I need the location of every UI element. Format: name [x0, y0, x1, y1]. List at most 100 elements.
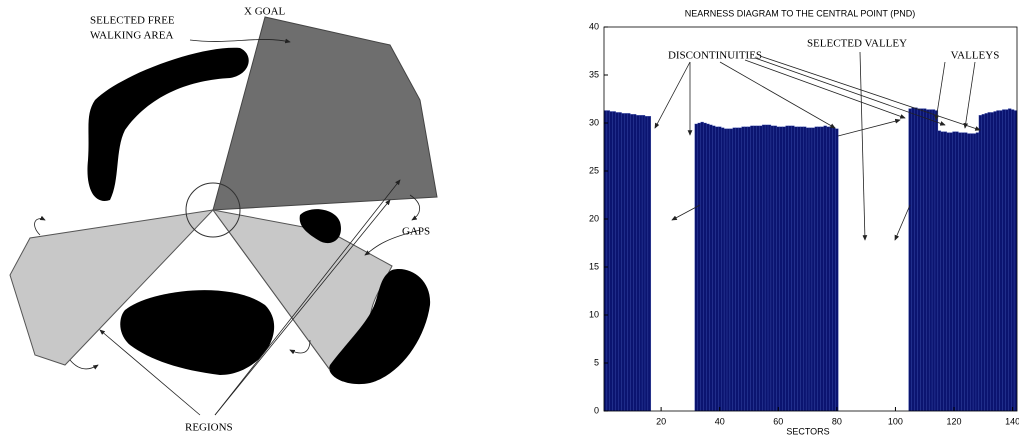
arrow — [759, 55, 981, 131]
x-tick-label: 20 — [656, 416, 666, 426]
bar — [747, 126, 751, 412]
bar — [776, 126, 780, 412]
arrow — [364, 229, 421, 256]
bar — [926, 109, 930, 412]
bar — [937, 130, 941, 412]
bar — [703, 122, 707, 412]
bar — [917, 108, 921, 412]
bar — [805, 127, 810, 412]
bar — [794, 126, 798, 412]
bar — [638, 115, 643, 412]
x-tick-label: 100 — [888, 416, 903, 426]
bar — [612, 111, 616, 412]
arrow — [654, 61, 691, 129]
obstacle — [299, 209, 341, 244]
diagram: SELECTED FREE WALKING AREA X GOAL GAPS R… — [9, 6, 438, 434]
chart: NEARNESS DIAGRAM TO THE CENTRAL POINT (P… — [685, 8, 916, 436]
bar — [972, 133, 977, 412]
bar — [829, 126, 833, 412]
arrow — [214, 179, 401, 416]
bar — [633, 114, 637, 412]
center-circle — [185, 182, 241, 238]
region-left — [9, 209, 215, 366]
y-tick-label: 5 — [594, 357, 599, 367]
bar — [1013, 110, 1018, 412]
bar — [826, 126, 830, 412]
arrow — [69, 359, 99, 370]
bar — [694, 123, 698, 412]
bar — [782, 126, 786, 412]
bar — [606, 110, 611, 412]
bar — [759, 125, 763, 412]
bar — [981, 114, 985, 412]
bar — [726, 128, 731, 412]
bar — [911, 107, 915, 412]
bar — [949, 132, 953, 412]
arrow — [934, 61, 946, 121]
y-tick-label: 40 — [589, 21, 599, 31]
bar — [615, 112, 619, 412]
bar — [706, 123, 710, 412]
bar — [621, 113, 625, 412]
bar — [820, 126, 824, 412]
bar — [603, 110, 608, 412]
arrow — [754, 57, 946, 126]
y-tick-label: 20 — [589, 213, 599, 223]
bar — [1010, 109, 1015, 412]
y-tick-label: 30 — [589, 117, 599, 127]
bar — [723, 128, 728, 412]
arrow — [837, 118, 901, 137]
bar — [753, 125, 757, 412]
bar — [721, 127, 725, 412]
bar — [762, 124, 766, 412]
arrow — [963, 61, 976, 129]
bar — [914, 107, 918, 412]
bar — [756, 125, 760, 412]
bar — [630, 114, 634, 412]
label: REGIONS — [185, 422, 233, 434]
x-axis-label: SECTORS — [786, 426, 829, 436]
bar — [644, 116, 649, 412]
bar — [975, 132, 980, 412]
bar — [946, 132, 950, 412]
bar — [785, 125, 789, 412]
bar — [750, 125, 754, 412]
annotation: VALLEYS — [951, 50, 1000, 62]
bar — [729, 128, 734, 412]
bar — [800, 126, 804, 412]
bar — [967, 133, 971, 412]
arrow — [214, 199, 391, 416]
bar — [788, 125, 792, 412]
arrow — [859, 51, 868, 241]
bar — [920, 108, 924, 412]
bar — [627, 113, 631, 412]
bar — [928, 109, 933, 412]
x-tick-label: 140 — [1005, 416, 1019, 426]
bar — [940, 131, 944, 412]
bar — [961, 132, 965, 412]
arrow — [719, 61, 836, 129]
bar — [803, 126, 807, 412]
bar — [823, 125, 827, 412]
bar — [709, 124, 713, 412]
bar — [832, 127, 836, 412]
bar — [700, 121, 704, 412]
bar — [943, 131, 947, 412]
bar — [609, 111, 613, 412]
obstacle — [120, 290, 275, 375]
bar — [647, 116, 652, 412]
label: GAPS — [402, 226, 430, 238]
bar — [712, 125, 716, 412]
bar — [987, 112, 991, 412]
bar — [817, 126, 821, 412]
label: SELECTED FREE — [90, 15, 175, 27]
y-tick-label: 10 — [589, 309, 599, 319]
y-tick-label: 0 — [594, 405, 599, 415]
x-tick-label: 60 — [773, 416, 783, 426]
arrow — [34, 215, 46, 236]
bar — [791, 125, 795, 412]
bar — [618, 112, 622, 412]
bar — [797, 126, 801, 412]
selected-area — [212, 16, 438, 211]
